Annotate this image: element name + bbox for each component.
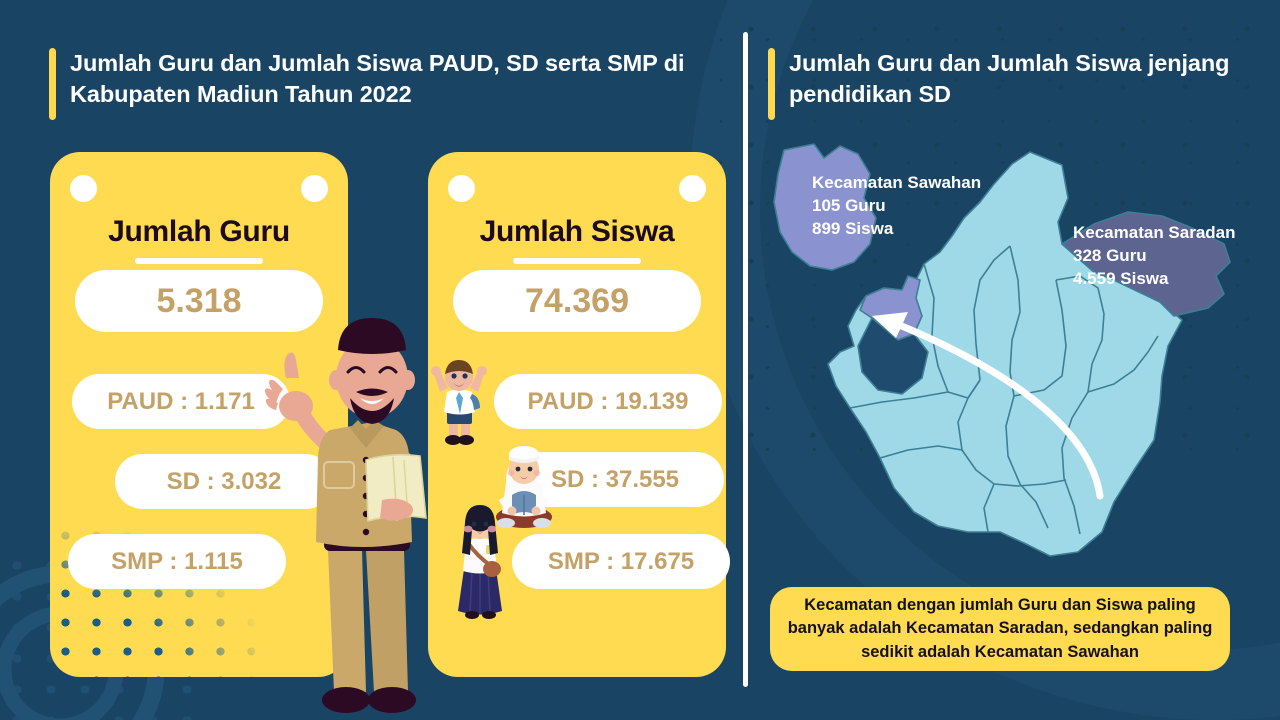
map-label-sawahan-siswa: 899 Siswa [812,218,894,238]
card-siswa-title: Jumlah Siswa [479,215,675,248]
madiun-district-map [762,140,1280,580]
card-guru-smp: SMP : 1.115 [68,534,286,589]
right-panel-title: Jumlah Guru dan Jumlah Siswa jenjang pen… [789,50,1230,108]
map-caption-text: Kecamatan dengan jumlah Guru dan Siswa p… [787,595,1213,661]
left-panel-title: Jumlah Guru dan Jumlah Siswa PAUD, SD se… [70,50,685,108]
left-panel-header: Jumlah Guru dan Jumlah Siswa PAUD, SD se… [49,48,709,120]
card-guru-title: Jumlah Guru [108,215,290,248]
header-accent-bar [768,48,775,120]
card-jumlah-guru: Jumlah Guru 5.318 PAUD : 1.171 SD : 3.03… [50,152,348,677]
map-arrow-icon [872,312,1104,500]
map-label-sawahan-guru: 105 Guru [812,195,886,215]
card-siswa-total-value: 74.369 [453,270,701,332]
card-guru-total-value: 5.318 [75,270,323,332]
panel-divider [743,32,748,687]
student-boy-illustration [431,360,487,445]
map-label-sawahan: Kecamatan Sawahan 105 Guru 899 Siswa [812,172,981,241]
map-svg [773,143,1231,557]
right-panel-header: Jumlah Guru dan Jumlah Siswa jenjang pen… [768,48,1238,120]
card-siswa-smp: SMP : 17.675 [512,534,730,589]
student-reading-illustration [496,446,552,528]
map-label-saradan-name: Kecamatan Saradan [1073,223,1236,242]
card-hole-left-icon [448,175,475,202]
card-hole-right-icon [301,175,328,202]
student-girl-illustration [458,505,502,619]
card-hole-right-icon [679,175,706,202]
header-accent-bar [49,48,56,120]
card-siswa-paud: PAUD : 19.139 [494,374,722,429]
map-label-saradan-siswa: 4.559 Siswa [1073,268,1169,288]
map-label-saradan: Kecamatan Saradan 328 Guru 4.559 Siswa [1073,222,1236,291]
card-title-underline [513,258,641,264]
map-label-saradan-guru: 328 Guru [1073,245,1147,265]
map-label-sawahan-name: Kecamatan Sawahan [812,173,982,192]
card-title-underline [135,258,263,264]
teacher-illustration [264,318,427,713]
card-guru-paud: PAUD : 1.171 [72,374,290,429]
map-caption-box: Kecamatan dengan jumlah Guru dan Siswa p… [770,587,1230,671]
card-guru-sd: SD : 3.032 [115,454,333,509]
card-hole-left-icon [70,175,97,202]
